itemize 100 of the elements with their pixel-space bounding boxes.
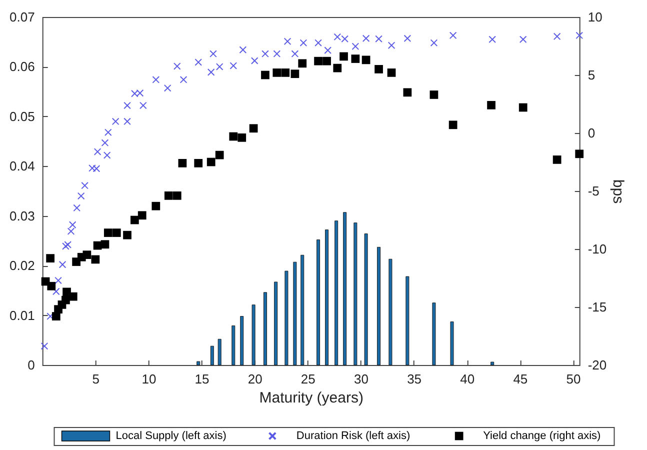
point (430, 39, 438, 47)
point (173, 62, 181, 70)
point (130, 216, 139, 224)
point (273, 50, 281, 58)
point (54, 276, 62, 284)
x-tick-label: 5 (92, 372, 100, 386)
y-tick-label: 0.06 (10, 59, 35, 74)
point (250, 57, 258, 64)
point (229, 132, 238, 141)
point (215, 150, 224, 160)
point (314, 39, 322, 47)
point (123, 230, 132, 240)
point (249, 124, 258, 133)
point (340, 52, 348, 61)
y2-tick-label: -20 (588, 358, 607, 372)
point (362, 56, 370, 64)
bar (364, 234, 368, 366)
x-tick-label: 45 (513, 372, 528, 386)
point (77, 192, 85, 200)
point (92, 164, 100, 172)
point (180, 76, 188, 84)
point (488, 36, 496, 44)
y-tick-label: 0.05 (10, 108, 35, 124)
bar (240, 316, 244, 366)
point (206, 158, 216, 166)
point (194, 58, 202, 66)
point (91, 255, 100, 264)
point (374, 65, 383, 74)
point (194, 158, 203, 168)
point (62, 242, 70, 250)
x-tick-label: 40 (460, 372, 475, 386)
y2-tick-label: 0 (588, 126, 596, 140)
point (281, 68, 290, 77)
y2-tick-label: -15 (588, 300, 607, 314)
y-tick-label: 0.02 (10, 258, 35, 274)
point (52, 288, 60, 296)
x-tick-label: 10 (142, 372, 156, 386)
point (553, 32, 561, 40)
point (207, 68, 215, 76)
bar (284, 270, 288, 366)
point (519, 36, 527, 44)
point (487, 100, 496, 110)
bar (325, 230, 329, 366)
y2-tick-label: 10 (588, 10, 602, 24)
point (210, 50, 217, 58)
point (104, 128, 112, 136)
x-tick-label: 35 (407, 372, 422, 386)
bar (232, 325, 236, 366)
point (262, 50, 269, 58)
point (322, 56, 331, 66)
point (103, 152, 111, 159)
point (178, 158, 187, 168)
point (351, 54, 360, 63)
point (68, 292, 78, 301)
point (46, 254, 54, 262)
point (164, 191, 173, 200)
point (284, 38, 292, 46)
x-tick-label: 15 (194, 372, 210, 386)
point (272, 68, 282, 77)
bar (432, 302, 436, 366)
y-tick-label: 0.04 (10, 158, 35, 174)
point (362, 34, 370, 42)
x-tick-label: 30 (354, 372, 368, 386)
point (172, 191, 182, 200)
point (68, 221, 76, 228)
point (138, 211, 146, 220)
point (576, 32, 584, 40)
bar (263, 292, 267, 366)
point (140, 102, 147, 110)
y2-tick-label: -5 (588, 184, 600, 198)
bar (388, 258, 392, 366)
point (58, 260, 66, 268)
point (298, 59, 307, 68)
point (404, 34, 412, 42)
point (352, 42, 360, 50)
y-tick-label: 0.01 (10, 308, 35, 323)
legend-label: Yield change (right axis) (483, 430, 601, 442)
y-tick-label: 0.07 (10, 10, 35, 24)
y2-tick-label: 5 (588, 68, 596, 82)
point (387, 68, 396, 77)
bar (218, 338, 222, 366)
bar (316, 239, 320, 366)
point (81, 182, 88, 190)
point (300, 39, 308, 47)
point (324, 46, 332, 54)
point (575, 150, 584, 158)
point (101, 139, 109, 146)
point (62, 296, 70, 304)
point (82, 250, 92, 259)
bar (210, 346, 214, 366)
point (152, 76, 160, 84)
point (64, 241, 72, 248)
point (94, 148, 102, 156)
bar (196, 361, 200, 366)
point (62, 288, 71, 296)
bar (334, 220, 338, 366)
bar (343, 212, 347, 366)
x-tick-label: 50 (566, 372, 581, 386)
point (518, 103, 528, 112)
point (124, 118, 131, 126)
